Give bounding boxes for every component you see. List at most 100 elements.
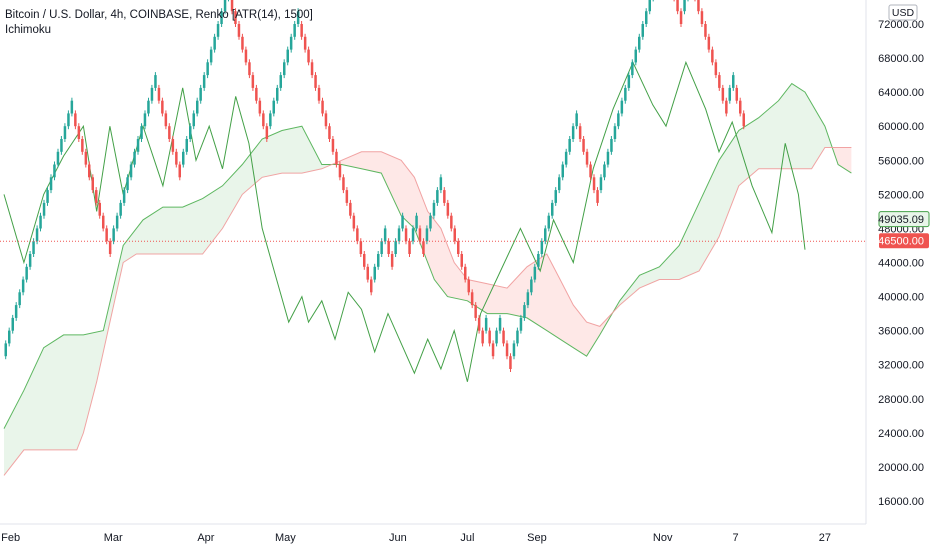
renko-brick [303,36,307,50]
renko-brick [279,75,282,88]
renko-brick [464,266,467,280]
y-tick-label: 60000.00 [878,121,924,133]
renko-brick [241,36,244,50]
renko-brick [105,228,108,242]
chart-title: Bitcoin / U.S. Dollar, 4h, COINBASE, Ren… [5,9,313,21]
time-axis-bg [0,524,866,550]
y-tick-label: 24000.00 [878,428,924,440]
renko-brick [289,36,293,50]
renko-brick [182,151,185,165]
renko-brick [202,75,206,88]
renko-brick [526,292,530,306]
renko-brick [234,11,237,24]
renko-brick [620,100,624,114]
renko-brick [255,87,258,101]
renko-brick [613,126,617,139]
renko-brick [248,62,251,76]
renko-brick [223,0,227,12]
renko-brick [359,241,363,254]
renko-brick [547,215,550,229]
renko-brick [317,87,321,101]
renko-brick [370,279,373,293]
lagging-span-layer [3,60,806,382]
renko-brick [46,190,49,203]
renko-brick [28,254,32,267]
renko-brick [133,151,136,165]
renko-brick [269,113,272,127]
renko-brick [415,215,418,229]
renko-brick [108,241,112,254]
renko-brick [164,113,168,127]
renko-brick [617,113,620,127]
renko-brick [606,151,610,165]
y-tick-label: 52000.00 [878,189,924,201]
renko-brick [70,100,74,114]
renko-brick [175,151,178,165]
renko-brick [321,100,324,114]
y-tick-label: 28000.00 [878,394,924,406]
renko-brick [735,87,738,101]
renko-brick [244,49,248,63]
renko-brick [530,279,533,293]
renko-brick [373,266,376,280]
x-tick-label: 27 [819,532,831,544]
renko-brick [331,139,335,152]
renko-brick [88,164,91,178]
renko-brick [136,139,140,152]
other-price-tag [878,211,930,228]
renko-brick [387,241,390,254]
currency-badge[interactable] [888,4,918,21]
y-tick-label: 40000.00 [878,292,924,304]
renko-brick [150,87,154,101]
renko-brick [314,75,317,88]
renko-brick [624,87,627,101]
price-axis-bg [866,0,932,524]
renko-brick [335,151,338,165]
renko-brick [641,24,644,37]
renko-brick [307,49,310,63]
renko-brick [575,113,578,127]
y-tick-label: 36000.00 [878,326,924,338]
leading-span-a-line [3,82,852,429]
x-tick-label: Mar [104,532,123,544]
last-price-label: 46500.00 [878,236,924,248]
y-tick-label: 72000.00 [878,19,924,31]
renko-brick [634,49,637,63]
renko-brick [467,279,470,293]
cloud-fill-3 [833,147,852,174]
renko-brick [262,113,265,127]
renko-brick [537,254,540,267]
renko-brick [324,113,328,127]
price-axis[interactable]: USD 16000.00 20000.00 24000.00 28000.00 3200… [865,0,932,524]
renko-brick [272,100,275,114]
renko-brick [53,164,56,178]
renko-brick [74,113,77,127]
renko-brick [56,151,60,165]
renko-brick [102,215,105,229]
renko-brick [404,228,408,242]
renko-brick [742,113,745,127]
ichimoku-spans [3,82,852,476]
renko-brick [554,190,557,203]
renko-brick [338,164,342,178]
renko-brick [119,202,122,216]
cloud-fill-0 [4,126,332,476]
renko-brick [610,139,613,152]
renko-brick [470,292,474,306]
renko-brick [683,0,686,12]
renko-brick [477,317,481,331]
renko-brick [425,228,429,242]
renko-brick [697,0,700,12]
x-tick-label: May [275,532,296,544]
renko-brick [648,0,651,12]
renko-brick [446,202,450,216]
renko-brick [502,330,505,344]
renko-brick [484,317,488,331]
time-axis[interactable]: Feb Mar Apr May Jun Jul Sep Nov 7 27 [0,523,866,550]
renko-brick [394,241,397,254]
renko-brick [185,139,188,152]
renko-brick [571,126,575,139]
renko-brick [189,126,192,139]
